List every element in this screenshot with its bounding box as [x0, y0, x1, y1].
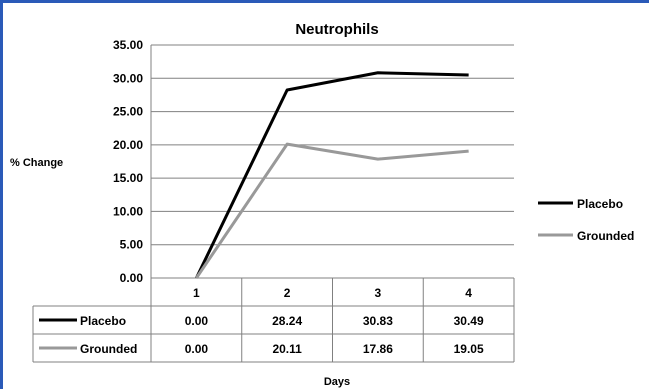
y-tick-label: 10.00: [113, 204, 143, 218]
series-line-grounded: [195, 142, 469, 279]
y-axis-label: % Change: [10, 157, 63, 169]
table-data-cell: 0.00: [185, 314, 209, 328]
legend-label: Placebo: [577, 197, 623, 211]
y-tick-label: 30.00: [113, 71, 143, 85]
y-tick-label: 35.00: [113, 38, 143, 52]
x-tick-label: 2: [284, 286, 291, 300]
table-data-cell: 0.00: [185, 342, 209, 356]
table-data-cell: 28.24: [272, 314, 302, 328]
y-tick-label: 20.00: [113, 138, 143, 152]
table-series-name: Grounded: [80, 342, 137, 356]
x-tick-label: 3: [375, 286, 382, 300]
table-data-cell: 30.83: [363, 314, 393, 328]
y-tick-label: 5.00: [120, 238, 144, 252]
table-data-cell: 19.05: [454, 342, 484, 356]
series-line-placebo: [195, 71, 469, 279]
y-tick-label: 15.00: [113, 171, 143, 185]
x-axis-label: Days: [324, 376, 350, 388]
x-tick-label: 4: [465, 286, 472, 300]
y-tick-label: 0.00: [120, 271, 144, 285]
legend-label: Grounded: [577, 229, 634, 243]
table-series-name: Placebo: [80, 314, 126, 328]
chart-title: Neutrophils: [295, 21, 378, 38]
x-tick-label: 1: [193, 286, 200, 300]
table-data-cell: 17.86: [363, 342, 393, 356]
table-data-cell: 30.49: [454, 314, 484, 328]
y-tick-label: 25.00: [113, 105, 143, 119]
table-data-cell: 20.11: [272, 342, 302, 356]
